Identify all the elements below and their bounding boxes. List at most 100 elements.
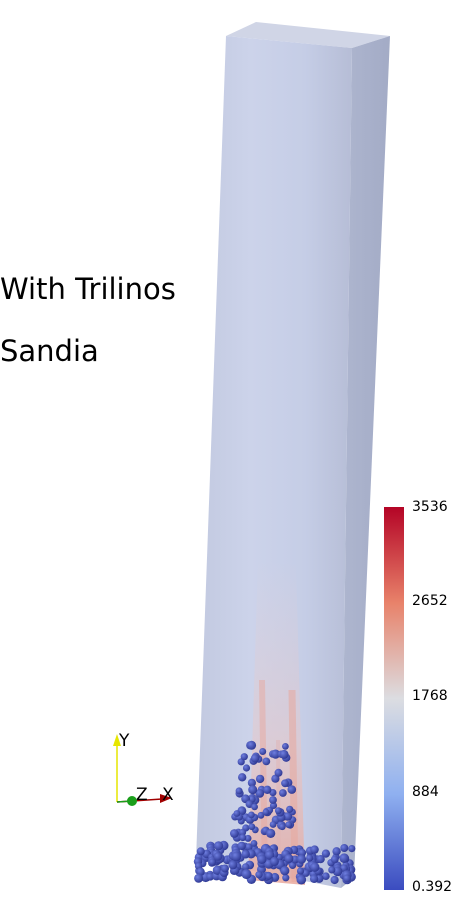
axis-z-label: Z: [136, 785, 148, 805]
colorbar-tick-label: 884: [412, 784, 439, 800]
column-volume: [196, 22, 390, 888]
particle: [275, 807, 282, 815]
particle: [285, 821, 293, 829]
particle: [244, 834, 252, 842]
particle: [233, 810, 241, 817]
particle: [262, 757, 271, 766]
particle: [194, 873, 204, 883]
particle: [286, 805, 294, 813]
particle: [279, 749, 289, 759]
particle: [269, 796, 277, 804]
particle: [328, 866, 336, 874]
colorbar-tick-label: 1768: [412, 688, 448, 704]
axis-x-arrow-icon: [160, 794, 172, 803]
colorbar: [384, 507, 404, 890]
particle: [288, 861, 297, 869]
particle: [221, 864, 229, 873]
particle: [296, 854, 307, 864]
particle: [281, 779, 289, 788]
particle: [321, 849, 330, 858]
particle: [255, 789, 265, 798]
colorbar-tick-label: 2652: [412, 593, 448, 609]
particle: [247, 778, 256, 787]
particle: [242, 764, 251, 772]
particle: [322, 872, 330, 880]
particle: [241, 849, 250, 859]
column-front-face: [196, 36, 352, 888]
column-side-face: [341, 36, 390, 888]
particle: [228, 860, 238, 870]
particle: [298, 848, 307, 857]
particle: [214, 841, 224, 851]
column-top-face: [226, 22, 390, 48]
particle: [309, 874, 319, 883]
particle: [287, 785, 297, 794]
colorbar-tick-label: 3536: [412, 499, 448, 515]
axis-x-label: X: [162, 785, 174, 805]
particle: [343, 874, 351, 883]
particle: [237, 841, 246, 851]
particle: [330, 875, 339, 885]
particle: [208, 858, 216, 866]
particle: [279, 789, 287, 797]
particle: [262, 808, 270, 816]
particle: [231, 851, 242, 862]
orientation-axes: [113, 734, 172, 806]
particle: [255, 774, 265, 784]
particle: [284, 854, 294, 864]
particle: [250, 754, 260, 763]
particle: [248, 811, 255, 819]
particle: [274, 768, 283, 777]
particle: [270, 857, 279, 866]
particle: [263, 785, 272, 794]
axis-y-arrow-icon: [113, 734, 121, 746]
particle: [230, 829, 239, 838]
particle: [266, 828, 276, 839]
particle: [269, 821, 277, 828]
particle: [310, 845, 319, 854]
colorbar-tick-label: 0.392: [412, 879, 453, 895]
particle: [196, 847, 205, 856]
particle: [242, 863, 250, 871]
caption-sandia: Sandia: [0, 334, 99, 368]
particle: [340, 844, 349, 852]
particle: [241, 869, 252, 880]
particle: [348, 845, 356, 853]
particle: [269, 801, 278, 810]
caption-with-trilinos: With Trilinos: [0, 272, 176, 306]
particle: [248, 823, 256, 831]
particle: [339, 853, 350, 863]
axis-y-label: Y: [119, 731, 130, 751]
particle: [265, 872, 273, 880]
colorbar-gradient: [384, 507, 404, 890]
particle: [330, 855, 339, 864]
particle: [271, 749, 281, 759]
particle: [259, 748, 267, 755]
particle: [340, 864, 348, 872]
particle: [296, 867, 305, 875]
particle: [235, 787, 243, 795]
particle: [278, 823, 286, 831]
particle: [239, 834, 247, 842]
particle: [282, 743, 289, 750]
particle: [264, 850, 275, 860]
particle: [213, 852, 223, 861]
particle: [250, 840, 258, 847]
particle: [247, 740, 257, 750]
particle: [282, 874, 290, 882]
axis-z-dot-icon: [127, 796, 137, 806]
particle: [240, 753, 248, 761]
particle: [316, 855, 325, 864]
particle: [251, 803, 258, 811]
particle: [296, 874, 307, 885]
particle: [257, 811, 265, 819]
particle: [257, 854, 267, 864]
particle: [255, 871, 263, 879]
particle: [310, 862, 320, 872]
particle: [238, 773, 247, 782]
particle: [280, 866, 290, 876]
particle: [306, 854, 314, 862]
particle: [245, 843, 253, 851]
particle: [332, 847, 341, 856]
